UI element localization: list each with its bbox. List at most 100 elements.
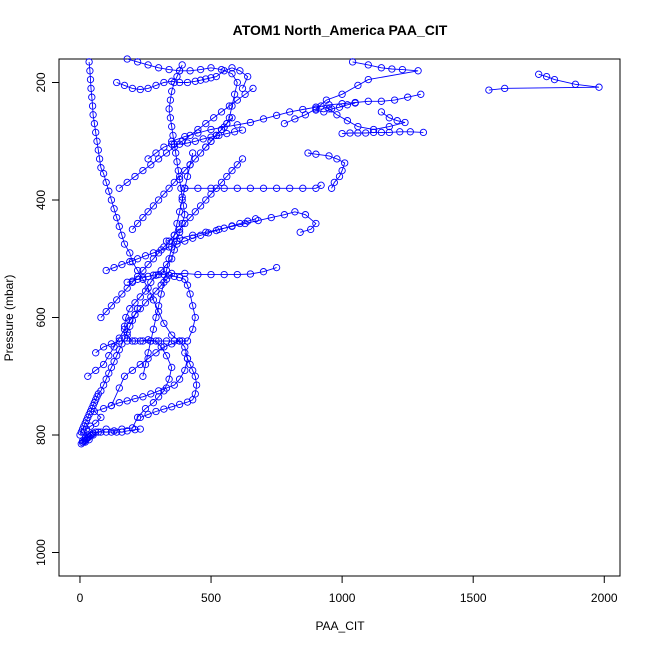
y-tick-label: 600 <box>34 307 48 327</box>
data-point <box>131 299 139 307</box>
data-point <box>291 208 299 216</box>
data-point <box>364 61 372 69</box>
data-point <box>212 184 220 192</box>
data-point <box>175 172 184 181</box>
data-point <box>160 278 168 286</box>
data-point <box>369 125 378 134</box>
data-point <box>154 337 163 345</box>
data-point <box>120 240 129 248</box>
data-point <box>175 375 184 383</box>
data-point <box>233 184 241 192</box>
data-point <box>133 275 142 283</box>
data-point <box>202 196 210 204</box>
data-point <box>113 352 121 360</box>
data-point <box>147 337 155 345</box>
data-point <box>107 428 116 436</box>
data-point <box>107 363 116 372</box>
data-point <box>181 166 189 175</box>
data-point <box>230 128 239 136</box>
data-point <box>249 84 257 93</box>
series-line <box>147 129 243 160</box>
data-point <box>102 266 110 275</box>
data-point <box>178 61 186 69</box>
data-point <box>113 428 121 436</box>
data-point <box>168 403 176 411</box>
data-point <box>144 208 152 216</box>
data-point <box>228 70 236 78</box>
data-point <box>128 316 137 325</box>
data-point <box>149 202 158 210</box>
data-series <box>304 149 349 192</box>
data-point <box>220 224 228 232</box>
data-point <box>181 343 189 351</box>
data-point <box>149 249 158 257</box>
data-point <box>92 366 100 375</box>
data-point <box>97 387 105 395</box>
data-point <box>139 393 147 401</box>
data-point <box>97 164 105 172</box>
data-point <box>88 430 96 439</box>
data-point <box>160 405 168 413</box>
data-point <box>139 266 147 275</box>
data-point <box>113 213 121 222</box>
data-point <box>141 252 150 260</box>
data-point <box>154 155 163 163</box>
data-point <box>168 243 176 251</box>
data-point <box>183 78 192 87</box>
data-point <box>223 119 231 128</box>
data-point <box>105 369 113 377</box>
data-point <box>233 121 241 129</box>
data-point <box>238 126 247 134</box>
data-point <box>181 269 189 278</box>
data-point <box>107 196 116 204</box>
data-point <box>189 234 197 242</box>
data-point <box>238 155 247 163</box>
data-point <box>154 196 163 204</box>
data-point <box>246 184 255 192</box>
data-point <box>154 302 163 310</box>
data-point <box>144 61 152 69</box>
data-point <box>207 270 215 279</box>
y-axis: 200 400 600 800 1000 <box>34 72 60 566</box>
data-point <box>280 119 289 128</box>
data-point <box>131 394 139 403</box>
data-point <box>123 55 131 63</box>
data-point <box>107 340 116 348</box>
data-point <box>152 407 160 416</box>
data-point <box>90 119 99 128</box>
data-point <box>152 149 160 157</box>
data-point <box>202 143 210 151</box>
data-point <box>320 108 328 116</box>
data-point <box>123 337 131 345</box>
data-point <box>210 114 218 122</box>
data-point <box>173 72 181 81</box>
data-point <box>144 410 152 419</box>
data-point <box>223 129 231 138</box>
data-point <box>175 67 184 75</box>
data-point <box>228 64 236 72</box>
data-point <box>571 80 580 88</box>
data-point <box>212 226 220 235</box>
data-point <box>233 270 241 279</box>
data-point <box>88 93 96 101</box>
data-point <box>102 307 110 316</box>
data-point <box>346 129 354 137</box>
data-point <box>398 65 407 74</box>
data-point <box>160 270 168 279</box>
data-point <box>246 118 255 127</box>
data-point <box>165 375 173 383</box>
data-point <box>244 217 252 225</box>
data-point <box>236 67 244 75</box>
data-point <box>183 281 192 289</box>
data-point <box>165 105 173 113</box>
data-point <box>165 237 173 245</box>
data-point <box>183 172 192 181</box>
data-point <box>126 322 134 330</box>
data-point <box>92 419 100 427</box>
data-point <box>220 270 228 279</box>
data-point <box>233 96 241 104</box>
data-point <box>333 111 341 119</box>
data-point <box>80 437 88 446</box>
data-point <box>291 115 299 123</box>
